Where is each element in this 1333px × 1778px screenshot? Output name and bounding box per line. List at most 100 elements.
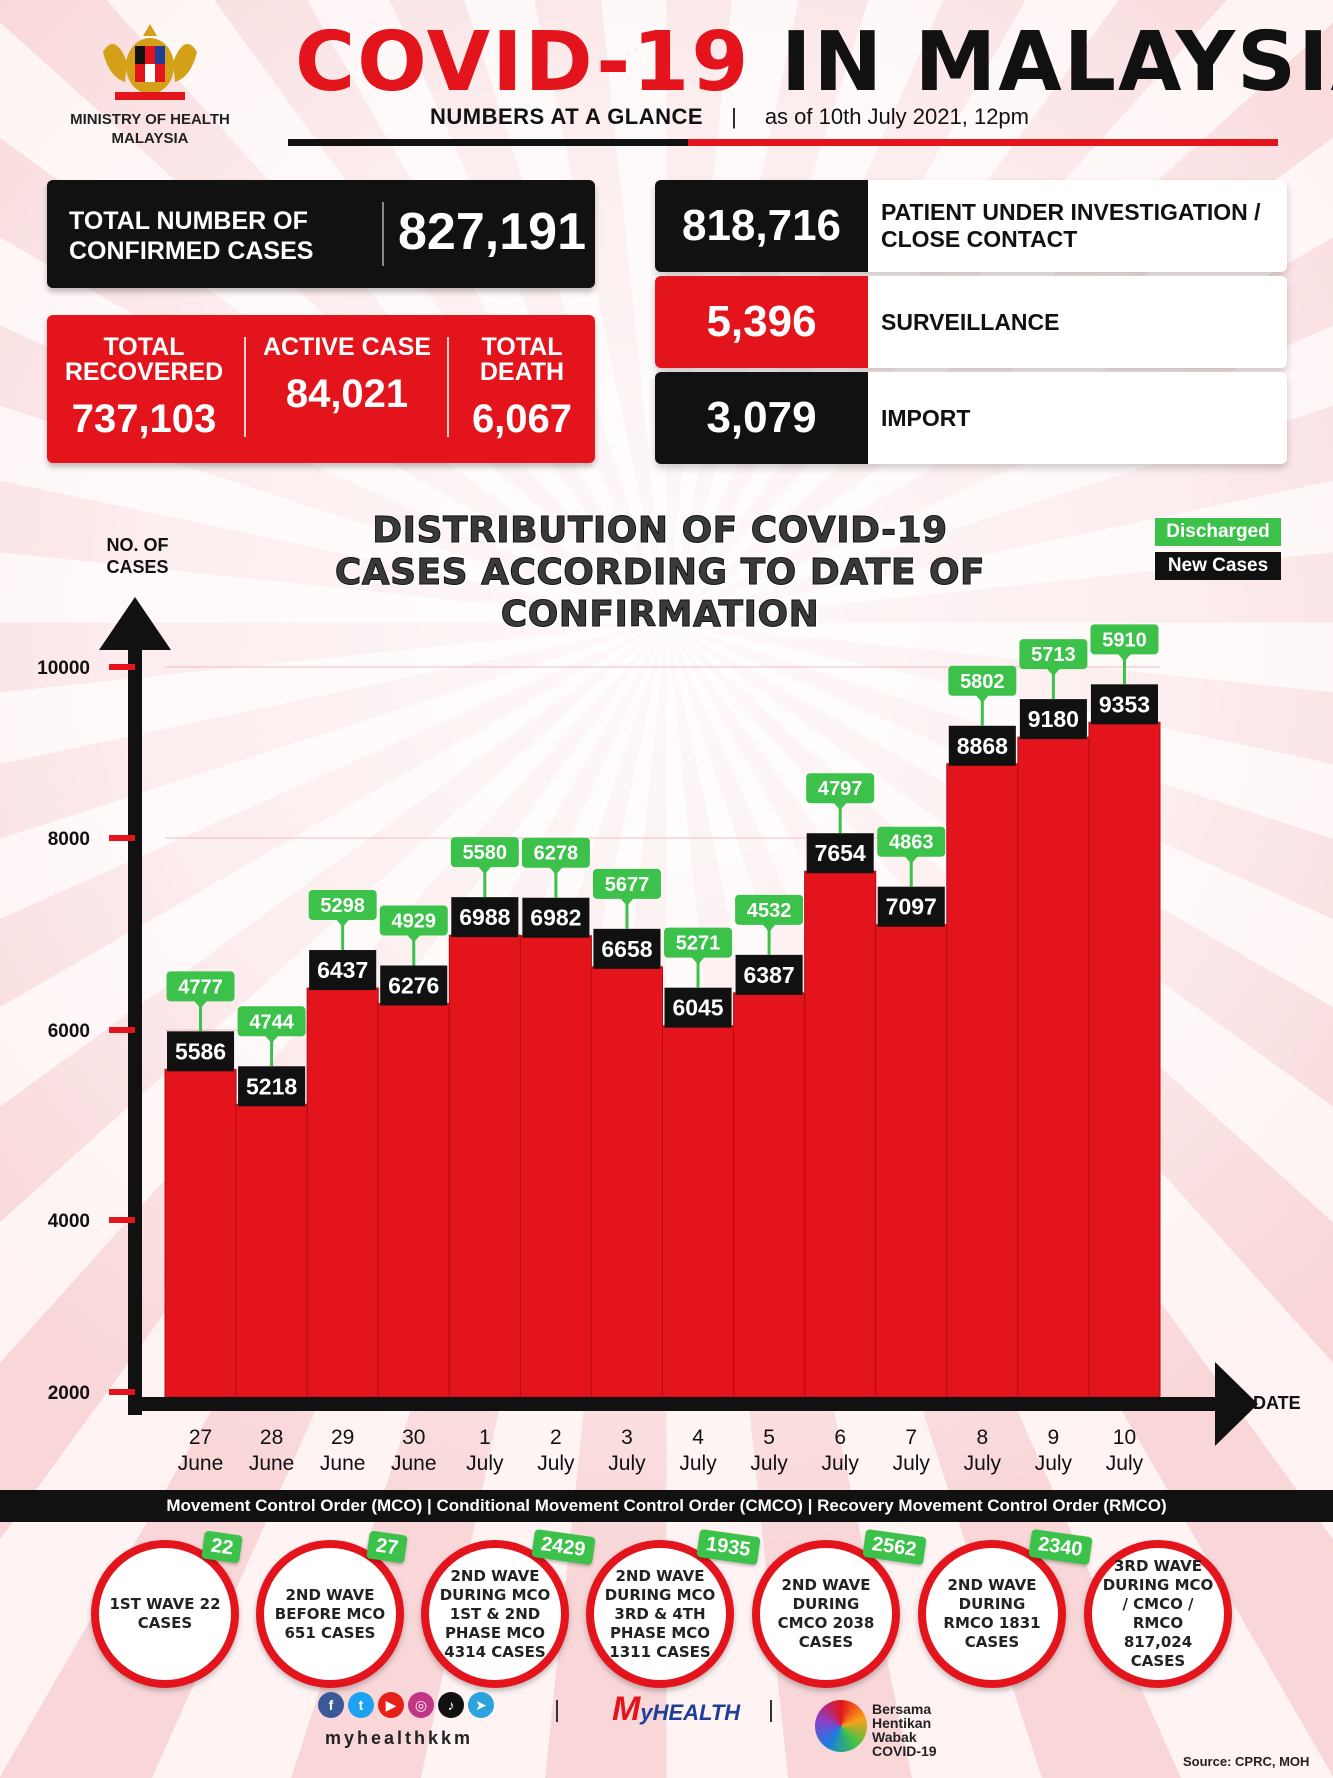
discharged-pointer (548, 866, 563, 875)
breakdown-value: 818,716 (655, 180, 868, 272)
new-cases-label: 5586 (175, 1038, 226, 1064)
chart-legend: Discharged New Cases (1155, 518, 1281, 580)
discharged-label: 4929 (392, 911, 437, 933)
bersama-text: Bersama Hentikan Wabak COVID-19 (872, 1701, 937, 1759)
discharged-label: 4797 (818, 778, 863, 800)
x-tick-label: 29 (331, 1426, 354, 1449)
x-tick-label: 5 (763, 1426, 775, 1449)
new-cases-label: 9353 (1099, 691, 1150, 717)
new-cases-label: 6387 (744, 962, 795, 988)
discharged-label-bg (166, 971, 235, 1002)
new-cases-label-bg (806, 833, 874, 874)
discharged-label: 5271 (676, 933, 721, 955)
breakdown-row-surveillance: 5,396 SURVEILLANCE (655, 276, 1287, 368)
new-cases-label-bg (380, 965, 448, 1006)
breakdown-label: PATIENT UNDER INVESTIGATION / CLOSE CONT… (881, 199, 1261, 252)
subtitle-separator: | (731, 104, 737, 129)
new-cases-label-bg (735, 954, 803, 995)
instagram-icon[interactable]: ◎ (408, 1692, 434, 1718)
y-tick-mark (109, 664, 135, 670)
subtitle-date: as of 10th July 2021, 12pm (764, 104, 1029, 129)
facebook-icon[interactable]: f (318, 1692, 344, 1718)
bar (235, 1103, 308, 1398)
discharged-label: 4744 (249, 1011, 294, 1033)
bar (164, 1068, 237, 1398)
discharged-label: 5677 (605, 874, 650, 896)
x-tick-label: 7 (905, 1426, 917, 1449)
new-cases-label: 6658 (601, 936, 652, 962)
active-cell: ACTIVE CASE 84,021 (257, 335, 437, 418)
new-cases-label-bg (451, 897, 519, 938)
x-tick-label: 8 (976, 1426, 988, 1449)
y-tick-label: 6000 (48, 1021, 90, 1042)
discharged-label-bg (735, 894, 804, 925)
new-cases-label-bg (1090, 684, 1158, 725)
new-cases-label-bg (238, 1066, 306, 1107)
discharged-label-bg (592, 868, 661, 899)
new-cases-label: 7654 (815, 840, 866, 866)
new-cases-label: 6045 (672, 995, 723, 1021)
tiktok-icon[interactable]: ♪ (438, 1692, 464, 1718)
social-icons: f t ▶ ◎ ♪ ➤ (318, 1692, 494, 1718)
x-tick-label: 1 (479, 1426, 491, 1449)
x-tick-label: June (178, 1452, 224, 1475)
x-tick-label: July (821, 1452, 859, 1475)
telegram-icon[interactable]: ➤ (468, 1692, 494, 1718)
recovered-cell: TOTAL RECOVERED 737,103 (59, 335, 229, 443)
x-tick-label: 3 (621, 1426, 633, 1449)
recovered-label: TOTAL RECOVERED (64, 333, 224, 386)
discharged-label: 4863 (889, 832, 934, 854)
discharged-label-bg (308, 890, 377, 921)
discharged-label: 5910 (1102, 629, 1147, 651)
new-cases-label: 9180 (1028, 706, 1079, 732)
bar (946, 763, 1019, 1398)
footer-divider (770, 1700, 772, 1722)
discharged-label-bg (806, 773, 875, 804)
y-tick-mark (109, 1027, 135, 1033)
x-tick-label: July (1035, 1452, 1073, 1475)
twitter-icon[interactable]: t (348, 1692, 374, 1718)
footer-divider (556, 1700, 558, 1722)
discharged-label: 5802 (960, 671, 1005, 693)
ministry-crest-icon (103, 24, 197, 100)
page-title: COVID-19 IN MALAYSIA (295, 18, 1333, 108)
new-cases-label-bg (593, 928, 661, 969)
x-tick-label: July (750, 1452, 788, 1475)
y-tick-mark (109, 835, 135, 841)
new-cases-label: 6276 (388, 973, 439, 999)
discharged-label-bg (450, 837, 519, 868)
youtube-icon[interactable]: ▶ (378, 1692, 404, 1718)
x-tick-label: June (320, 1452, 366, 1475)
header-underline-red (688, 139, 1278, 146)
y-tick-label: 2000 (48, 1383, 90, 1404)
discharged-pointer (1046, 668, 1061, 677)
y-tick-mark (109, 1389, 135, 1395)
x-tick-label: July (893, 1452, 931, 1475)
active-value: 84,021 (285, 372, 409, 416)
y-tick-mark (109, 1217, 135, 1223)
discharged-pointer (335, 919, 350, 928)
recovered-value: 737,103 (71, 397, 217, 441)
discharged-label: 4777 (178, 976, 223, 998)
discharged-label-bg (379, 905, 448, 936)
breakdown-value: 5,396 (655, 276, 868, 368)
discharged-pointer (975, 694, 990, 703)
title-malaysia: IN MALAYSIA (780, 15, 1333, 110)
discharged-pointer (477, 866, 492, 875)
bar (519, 935, 592, 1398)
discharged-label: 6278 (534, 843, 579, 865)
new-cases-label: 6437 (317, 957, 368, 983)
x-tick-label: 10 (1113, 1426, 1136, 1449)
bar (875, 924, 948, 1398)
x-tick-label: July (466, 1452, 504, 1475)
bar (590, 966, 664, 1398)
breakdown-row-pui: 818,716 PATIENT UNDER INVESTIGATION / CL… (655, 180, 1287, 272)
bar (1088, 721, 1161, 1398)
bar (448, 934, 521, 1398)
x-tick-label: 4 (692, 1426, 704, 1449)
header-underline-black (288, 139, 688, 146)
x-tick-label: June (249, 1452, 295, 1475)
discharged-pointer (193, 1000, 208, 1009)
x-tick-label: July (537, 1452, 575, 1475)
source-note: Source: CPRC, MOH (1183, 1754, 1310, 1769)
